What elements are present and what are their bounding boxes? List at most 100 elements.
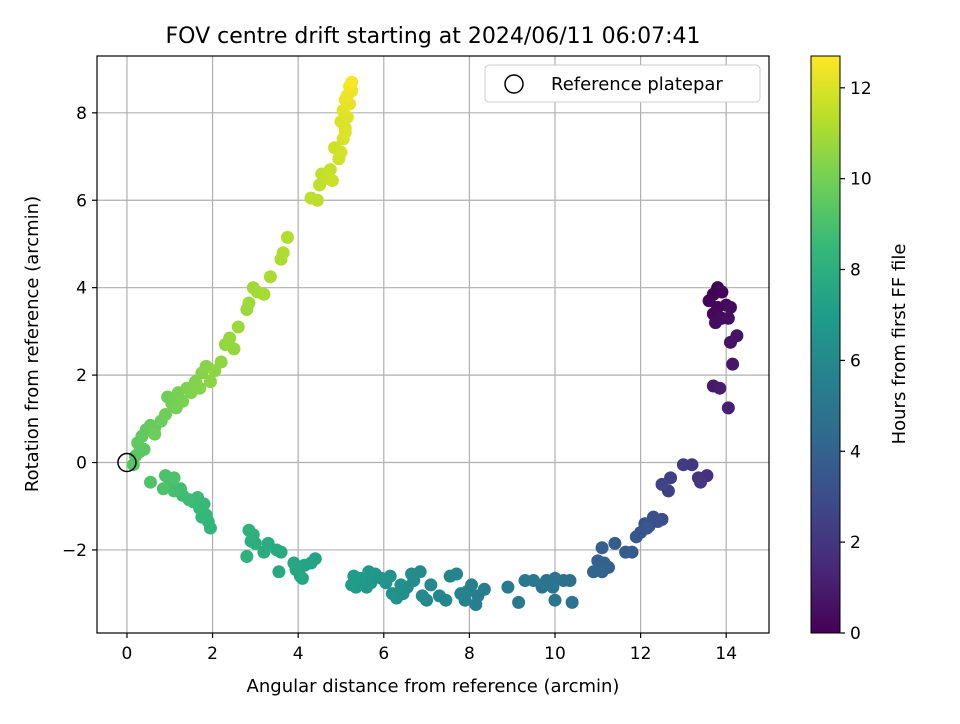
data-point	[443, 569, 457, 583]
x-tick-label: 0	[122, 644, 133, 664]
data-point	[158, 407, 172, 421]
scatter-points	[126, 75, 744, 612]
data-point	[214, 355, 228, 369]
legend-box	[484, 64, 761, 103]
data-point	[295, 571, 309, 585]
data-point	[310, 193, 324, 207]
y-tick-label: 0	[76, 454, 87, 474]
x-axis-ticks: 0 2 4 6 8 10 12 14	[122, 633, 737, 664]
colorbar-tick-label: 8	[850, 261, 861, 281]
data-point	[223, 331, 237, 345]
data-point	[242, 296, 256, 310]
data-point	[227, 342, 241, 356]
data-point	[713, 381, 727, 395]
x-tick-label: 12	[630, 644, 652, 664]
colorbar-tick-label: 12	[850, 79, 872, 99]
y-tick-label: −2	[62, 541, 87, 561]
colorbar-ticks: 0 2 4 6 8 10 12	[840, 79, 872, 644]
y-axis-label: Rotation from reference (arcmin)	[22, 196, 43, 492]
data-point	[394, 578, 408, 592]
colorbar	[810, 55, 841, 634]
data-point	[345, 75, 359, 89]
data-point	[721, 401, 735, 415]
x-tick-label: 2	[207, 644, 218, 664]
data-point	[231, 320, 245, 334]
data-point	[287, 556, 301, 570]
data-point	[242, 523, 256, 537]
data-point	[405, 567, 419, 581]
data-point	[347, 569, 361, 583]
x-tick-label: 10	[544, 644, 566, 664]
data-point	[708, 316, 722, 330]
data-point	[676, 458, 690, 472]
data-point	[608, 536, 622, 550]
data-point	[144, 475, 158, 489]
data-point	[272, 565, 286, 579]
data-point	[156, 482, 170, 496]
data-point	[640, 521, 654, 535]
y-axis-ticks: −2 0 2 4 6 8	[62, 104, 97, 561]
data-point	[454, 587, 468, 601]
data-point	[325, 174, 339, 188]
data-point	[176, 394, 190, 408]
data-point	[263, 270, 277, 284]
data-point	[723, 300, 737, 314]
data-point	[548, 593, 562, 607]
data-point	[385, 587, 399, 601]
y-tick-label: 6	[76, 191, 87, 211]
data-point	[565, 595, 579, 609]
data-point	[257, 545, 271, 559]
data-point	[518, 574, 532, 588]
chart-title: FOV centre drift starting at 2024/06/11 …	[166, 24, 701, 49]
data-point	[257, 287, 271, 301]
colorbar-tick-label: 4	[850, 442, 861, 462]
data-point	[334, 145, 348, 159]
data-point	[469, 598, 483, 612]
data-point	[619, 545, 633, 559]
colorbar-tick-label: 6	[850, 351, 861, 371]
x-tick-label: 6	[378, 644, 389, 664]
data-point	[338, 125, 352, 139]
data-point	[595, 541, 609, 555]
data-point	[280, 230, 294, 244]
data-point	[424, 578, 438, 592]
x-tick-label: 8	[464, 644, 475, 664]
x-tick-label: 4	[293, 644, 304, 664]
data-point	[655, 477, 669, 491]
data-point	[629, 530, 643, 544]
colorbar-tick-label: 0	[850, 624, 861, 644]
legend: Reference platepar	[484, 64, 761, 103]
data-point	[415, 589, 429, 603]
data-point	[148, 427, 162, 441]
x-axis-label: Angular distance from reference (arcmin)	[247, 676, 620, 697]
grid-lines	[97, 56, 769, 633]
colorbar-label: Hours from first FF file	[889, 244, 910, 445]
data-point	[501, 580, 515, 594]
y-tick-label: 2	[76, 366, 87, 386]
y-tick-label: 4	[76, 279, 87, 299]
data-point	[240, 550, 254, 564]
data-point	[546, 580, 560, 594]
data-point	[730, 329, 744, 343]
colorbar-tick-label: 10	[850, 170, 872, 190]
data-point	[276, 246, 290, 260]
data-point	[512, 595, 526, 609]
data-point	[193, 381, 207, 395]
y-tick-label: 8	[76, 104, 87, 124]
data-point	[587, 565, 601, 579]
legend-open-circle-icon	[504, 74, 524, 94]
x-tick-label: 14	[715, 644, 737, 664]
data-point	[694, 475, 708, 489]
colorbar-tick-label: 2	[850, 533, 861, 553]
data-point	[203, 375, 217, 389]
data-point	[323, 163, 337, 177]
data-point	[715, 285, 729, 299]
plot-frame	[96, 55, 770, 634]
data-point	[726, 357, 740, 371]
legend-label: Reference platepar	[551, 74, 723, 95]
data-point	[432, 589, 446, 603]
reference-platepar-marker	[117, 452, 137, 473]
data-point	[167, 471, 181, 485]
